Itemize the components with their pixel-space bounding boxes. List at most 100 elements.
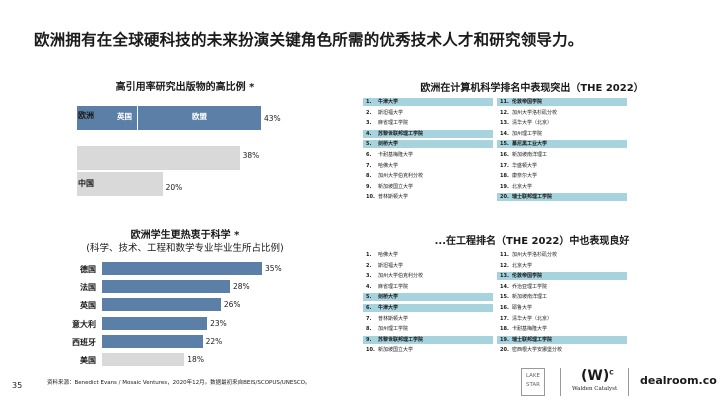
ranking-row: 8. 加州大学伯克利分校: [363, 172, 493, 180]
student-country-label: 英国: [80, 301, 96, 311]
rank-number: 7.: [366, 162, 372, 169]
source-note: 资料来源：Benedict Evans / Mosaic Ventures，20…: [47, 380, 311, 386]
eng-ranking-title: ...在工程排名（THE 2022）中也表现良好: [434, 236, 630, 247]
page-title: 欧洲拥有在全球硬科技的未来扮演关键角色所需的优秀技术人才和研究领导力。: [34, 31, 584, 49]
student-bar: [102, 334, 203, 348]
rank-number: 3.: [366, 273, 372, 280]
university-name: 清华大学（北京）: [512, 315, 553, 322]
university-name: 苏黎世联邦理工学院: [378, 336, 424, 343]
university-name: 清华大学（北京）: [512, 120, 553, 127]
rank-number: 12.: [500, 262, 509, 269]
university-name: 加州大学伯克利分校: [378, 273, 424, 280]
ranking-row: 13. 清华大学（北京）: [497, 119, 627, 127]
university-name: 麻省理工学院: [378, 283, 409, 290]
ranking-row: 9. 新加坡国立大学: [363, 183, 493, 191]
student-value-label: 35%: [265, 264, 282, 273]
citation-value-label: 38%: [242, 151, 260, 160]
university-name: 加州大学伯克利分校: [378, 173, 424, 180]
university-name: 新加坡南洋理工: [512, 152, 548, 158]
ranking-row: 3. 加州大学伯克利分校: [363, 272, 493, 280]
rank-number: 13.: [500, 273, 509, 280]
walden-logo-sup: C: [609, 369, 614, 377]
university-name: 斯坦福大学: [378, 109, 404, 116]
ranking-row: 14. 乔治亚理工学院: [497, 283, 627, 291]
university-name: 耶鲁大学: [512, 305, 533, 311]
university-name: 剑桥大学: [378, 294, 399, 301]
rank-number: 4.: [366, 130, 372, 137]
ranking-row: 8. 加州理工学院: [363, 325, 493, 333]
rank-number: 14.: [500, 283, 509, 290]
ranking-row: 18. 卡耐基梅隆大学: [497, 325, 627, 333]
ranking-row: 12. 加州大学洛杉矶分校: [497, 109, 627, 117]
rank-number: 10.: [366, 194, 375, 201]
logo-divider-2: [628, 368, 629, 396]
student-bar: [102, 353, 185, 366]
university-name: 加州大学洛杉矶分校: [512, 252, 558, 258]
rank-number: 2.: [366, 262, 372, 269]
page-number: 35: [12, 381, 23, 390]
rank-number: 8.: [366, 326, 372, 333]
student-country-label: 美国: [80, 356, 96, 365]
citation-value-label: 20%: [165, 183, 183, 192]
rank-number: 6.: [366, 305, 372, 311]
rank-number: 7.: [366, 315, 372, 322]
ranking-row: 6. 卡耐基梅隆大学: [363, 151, 493, 159]
university-name: 康奈尔大学: [512, 173, 538, 180]
ranking-row: 15. 新加坡南洋理工: [497, 293, 627, 301]
students-title: 欧洲学生更热衷于科学 *: [130, 230, 240, 241]
university-name: 牛津大学: [378, 99, 399, 105]
citation-row-label: 欧洲: [78, 111, 94, 120]
university-name: 乔治亚理工学院: [512, 283, 548, 290]
ranking-row: 17. 清华大学（北京）: [497, 315, 627, 323]
walden-logo-mark: (W): [581, 368, 610, 384]
rank-number: 14.: [500, 130, 509, 137]
university-name: 伦敦帝国学院: [512, 99, 543, 105]
university-name: 新加坡南洋理工: [512, 294, 548, 301]
ranking-row: 2. 斯坦福大学: [363, 109, 493, 117]
student-value-label: 23%: [210, 318, 227, 328]
university-name: 瑞士联邦理工学院: [512, 194, 553, 201]
students-subtitle: (科学、技术、工程和数学专业毕业生所占比例): [86, 243, 284, 254]
rank-number: 16.: [500, 152, 509, 158]
university-name: 普林斯顿大学: [378, 194, 409, 201]
eng-ranking-table: 1. 哈佛大学 2. 斯坦福大学 3. 加州大学伯克利分校 4. 麻省理工学院 5. 剑桥大学 6.…: [363, 249, 703, 365]
university-name: 北京大学: [512, 262, 533, 269]
cs-ranking-title: 欧洲在计算机科学排名中表现突出（THE 2022）: [420, 83, 644, 94]
university-name: 牛津大学: [378, 305, 399, 311]
ranking-row: 7. 普林斯顿大学: [363, 315, 493, 323]
rank-number: 15.: [500, 141, 509, 148]
rank-number: 10.: [366, 347, 375, 354]
ranking-row: 19. 北京大学: [497, 183, 627, 191]
university-name: 剑桥大学: [378, 141, 399, 148]
student-country-label: 意大利: [72, 319, 96, 329]
university-name: 密西根大学安娜堡分校: [512, 347, 563, 354]
student-value-label: 26%: [223, 300, 241, 310]
university-name: 普林斯顿大学: [378, 315, 409, 322]
rank-number: 13.: [500, 120, 509, 127]
rank-number: 9.: [366, 336, 372, 343]
ranking-row: 19. 瑞士联邦理工学院: [497, 335, 627, 344]
rank-number: 11.: [500, 252, 509, 258]
university-name: 苏黎世联邦理工学院: [378, 130, 424, 137]
ranking-row: 10. 新加坡国立大学: [363, 346, 493, 354]
ranking-row: 11. 加州大学洛杉矶分校: [497, 251, 627, 259]
ranking-row: 20. 密西根大学安娜堡分校: [497, 346, 627, 354]
university-name: 卡耐基梅隆大学: [512, 326, 548, 333]
rank-number: 18.: [500, 173, 509, 180]
ranking-row: 15. 慕尼黑工业大学: [497, 140, 627, 149]
rank-number: 19.: [500, 183, 509, 190]
dealroom-logo: dealroom.co: [640, 374, 717, 387]
student-bar: [102, 298, 221, 312]
walden-catalyst-logo: (W)C: [581, 368, 614, 384]
university-name: 瑞士联邦理工学院: [512, 336, 553, 343]
rank-number: 5.: [366, 141, 372, 148]
rank-number: 5.: [366, 294, 372, 301]
ranking-row: 20. 瑞士联邦理工学院: [497, 193, 627, 202]
ranking-row: 13. 伦敦帝国学院: [497, 272, 627, 281]
rank-number: 1.: [366, 99, 372, 105]
ranking-row: 5. 剑桥大学: [363, 140, 493, 149]
ranking-row: 11. 伦敦帝国学院: [497, 98, 627, 106]
student-country-label: 法国: [80, 283, 96, 293]
rank-number: 19.: [500, 336, 509, 343]
university-name: 加州理工学院: [378, 326, 409, 333]
